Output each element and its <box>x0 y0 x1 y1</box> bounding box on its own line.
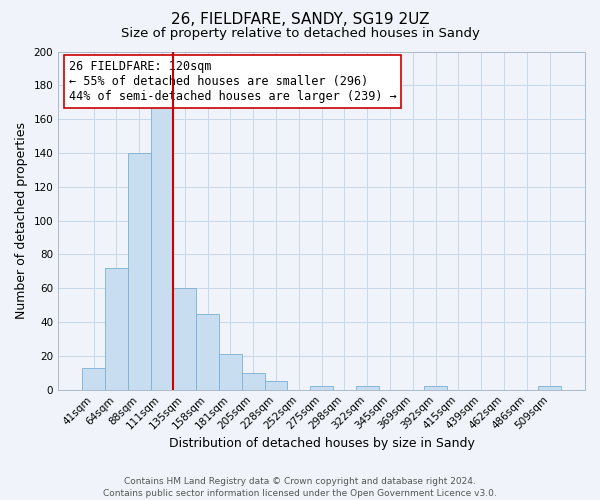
Text: 26 FIELDFARE: 120sqm
← 55% of detached houses are smaller (296)
44% of semi-deta: 26 FIELDFARE: 120sqm ← 55% of detached h… <box>69 60 397 103</box>
Bar <box>196 314 219 390</box>
Text: 26, FIELDFARE, SANDY, SG19 2UZ: 26, FIELDFARE, SANDY, SG19 2UZ <box>171 12 429 28</box>
Y-axis label: Number of detached properties: Number of detached properties <box>15 122 28 319</box>
Bar <box>82 368 105 390</box>
Text: Contains HM Land Registry data © Crown copyright and database right 2024.
Contai: Contains HM Land Registry data © Crown c… <box>103 476 497 498</box>
Bar <box>538 386 561 390</box>
Bar <box>356 386 379 390</box>
Bar <box>424 386 447 390</box>
Bar <box>310 386 333 390</box>
Bar <box>173 288 196 390</box>
Bar <box>128 153 151 390</box>
Bar <box>105 268 128 390</box>
Bar <box>265 382 287 390</box>
Bar <box>219 354 242 390</box>
Bar <box>151 108 173 390</box>
Bar <box>242 373 265 390</box>
Text: Size of property relative to detached houses in Sandy: Size of property relative to detached ho… <box>121 28 479 40</box>
X-axis label: Distribution of detached houses by size in Sandy: Distribution of detached houses by size … <box>169 437 475 450</box>
